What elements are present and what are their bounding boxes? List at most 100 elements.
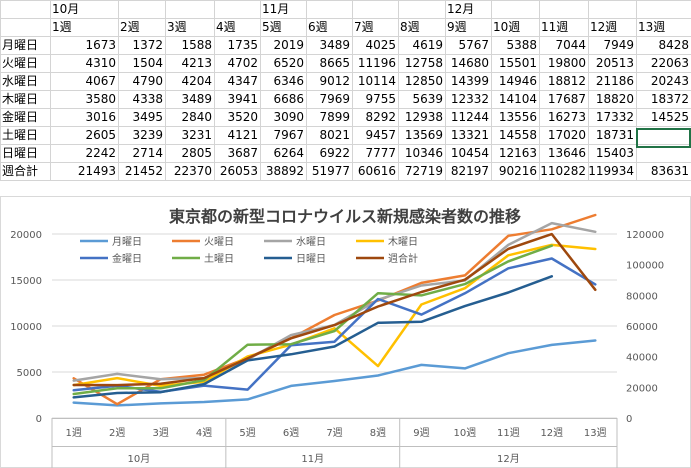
data-cell[interactable]: 3231 xyxy=(181,128,212,142)
data-cell[interactable]: 26053 xyxy=(219,164,258,178)
data-cell[interactable]: 82197 xyxy=(450,164,489,178)
data-cell[interactable]: 18731 xyxy=(595,128,634,142)
data-cell[interactable]: 7969 xyxy=(319,92,350,106)
data-cell[interactable]: 20243 xyxy=(650,74,689,88)
data-cell[interactable]: 4067 xyxy=(85,74,116,88)
data-cell[interactable]: 6346 xyxy=(273,74,304,88)
week-header-cell[interactable]: 7週 xyxy=(354,20,374,34)
data-cell[interactable]: 38892 xyxy=(265,164,304,178)
data-cell[interactable]: 14558 xyxy=(498,128,537,142)
data-cell[interactable]: 5767 xyxy=(458,38,489,52)
data-cell[interactable]: 5388 xyxy=(506,38,537,52)
data-cell[interactable]: 8021 xyxy=(319,128,350,142)
week-header-cell[interactable]: 4週 xyxy=(216,20,236,34)
data-cell[interactable]: 15403 xyxy=(595,146,634,160)
data-cell[interactable]: 12850 xyxy=(404,74,443,88)
data-cell[interactable]: 2605 xyxy=(85,128,116,142)
data-cell[interactable]: 17020 xyxy=(547,128,586,142)
data-cell[interactable]: 10114 xyxy=(357,74,396,88)
data-cell[interactable]: 14104 xyxy=(498,92,537,106)
week-header-cell[interactable]: 12週 xyxy=(590,20,618,34)
week-header-cell[interactable]: 13週 xyxy=(638,20,666,34)
month-header-cell[interactable]: 10月 xyxy=(52,2,80,16)
data-cell[interactable]: 10454 xyxy=(450,146,489,160)
week-header-cell[interactable]: 10週 xyxy=(493,20,521,34)
data-cell[interactable]: 4790 xyxy=(132,74,163,88)
data-cell[interactable]: 6520 xyxy=(273,56,304,70)
data-cell[interactable]: 90216 xyxy=(498,164,537,178)
data-cell[interactable]: 4310 xyxy=(85,56,116,70)
data-cell[interactable]: 83631 xyxy=(650,164,689,178)
data-cell[interactable]: 3090 xyxy=(273,110,304,124)
data-cell[interactable]: 9457 xyxy=(365,128,396,142)
data-cell[interactable]: 2019 xyxy=(273,38,304,52)
data-cell[interactable]: 72719 xyxy=(404,164,443,178)
data-cell[interactable]: 7949 xyxy=(603,38,634,52)
data-cell[interactable]: 4121 xyxy=(227,128,258,142)
data-cell[interactable]: 2840 xyxy=(181,110,212,124)
row-label-cell[interactable]: 月曜日 xyxy=(2,38,39,52)
data-cell[interactable]: 17332 xyxy=(595,110,634,124)
data-cell[interactable]: 3016 xyxy=(85,110,116,124)
data-cell[interactable]: 13556 xyxy=(498,110,537,124)
data-cell[interactable]: 1673 xyxy=(85,38,116,52)
data-cell[interactable]: 12332 xyxy=(450,92,489,106)
data-cell[interactable]: 13321 xyxy=(450,128,489,142)
data-cell[interactable]: 6922 xyxy=(319,146,350,160)
data-cell[interactable]: 3687 xyxy=(227,146,258,160)
data-cell[interactable]: 21452 xyxy=(124,164,163,178)
data-cell[interactable]: 18372 xyxy=(650,92,689,106)
data-cell[interactable]: 4204 xyxy=(181,74,212,88)
data-cell[interactable]: 5639 xyxy=(412,92,443,106)
data-cell[interactable]: 110282 xyxy=(540,164,586,178)
data-cell[interactable]: 3495 xyxy=(132,110,163,124)
data-cell[interactable]: 6686 xyxy=(273,92,304,106)
data-cell[interactable]: 2805 xyxy=(181,146,212,160)
data-cell[interactable]: 7899 xyxy=(319,110,350,124)
data-cell[interactable]: 13646 xyxy=(547,146,586,160)
data-cell[interactable]: 3489 xyxy=(181,92,212,106)
week-header-cell[interactable]: 3週 xyxy=(167,20,187,34)
data-cell[interactable]: 12163 xyxy=(498,146,537,160)
data-cell[interactable]: 10346 xyxy=(404,146,443,160)
week-header-cell[interactable]: 11週 xyxy=(541,20,569,34)
data-cell[interactable]: 18820 xyxy=(595,92,634,106)
data-cell[interactable]: 4338 xyxy=(132,92,163,106)
row-label-cell[interactable]: 火曜日 xyxy=(2,56,39,70)
data-cell[interactable]: 3941 xyxy=(227,92,258,106)
month-header-cell[interactable]: 11月 xyxy=(262,2,290,16)
data-cell[interactable]: 3239 xyxy=(132,128,163,142)
data-cell[interactable]: 6264 xyxy=(273,146,304,160)
data-cell[interactable]: 8428 xyxy=(658,38,689,52)
data-cell[interactable]: 4347 xyxy=(227,74,258,88)
week-header-cell[interactable]: 8週 xyxy=(400,20,420,34)
data-cell[interactable]: 15501 xyxy=(498,56,537,70)
data-cell[interactable]: 8665 xyxy=(319,56,350,70)
data-cell[interactable]: 3520 xyxy=(227,110,258,124)
data-cell[interactable]: 1588 xyxy=(181,38,212,52)
data-cell[interactable]: 14399 xyxy=(450,74,489,88)
data-cell[interactable]: 19800 xyxy=(547,56,586,70)
data-cell[interactable]: 60616 xyxy=(357,164,396,178)
week-header-cell[interactable]: 5週 xyxy=(262,20,282,34)
data-cell[interactable]: 14680 xyxy=(450,56,489,70)
data-cell[interactable]: 1735 xyxy=(227,38,258,52)
data-cell[interactable]: 51977 xyxy=(311,164,350,178)
row-label-cell[interactable]: 土曜日 xyxy=(2,128,39,142)
week-header-cell[interactable]: 1週 xyxy=(52,20,72,34)
data-cell[interactable]: 9012 xyxy=(319,74,350,88)
month-header-cell[interactable]: 12月 xyxy=(447,2,475,16)
data-cell[interactable]: 22370 xyxy=(173,164,212,178)
data-cell[interactable]: 3580 xyxy=(85,92,116,106)
data-cell[interactable]: 21186 xyxy=(595,74,634,88)
data-cell[interactable]: 11244 xyxy=(450,110,489,124)
data-cell[interactable]: 17687 xyxy=(547,92,586,106)
row-label-cell[interactable]: 木曜日 xyxy=(2,92,39,106)
line-chart[interactable]: 東京都の新型コロナウイルス新規感染者数の推移 0 5000 10000 15000 200… xyxy=(0,196,691,468)
data-cell[interactable]: 2242 xyxy=(85,146,116,160)
week-header-cell[interactable]: 6週 xyxy=(308,20,328,34)
data-cell[interactable]: 12758 xyxy=(404,56,443,70)
data-cell[interactable]: 18812 xyxy=(547,74,586,88)
data-cell[interactable]: 13569 xyxy=(404,128,443,142)
row-label-cell[interactable]: 水曜日 xyxy=(2,74,39,88)
